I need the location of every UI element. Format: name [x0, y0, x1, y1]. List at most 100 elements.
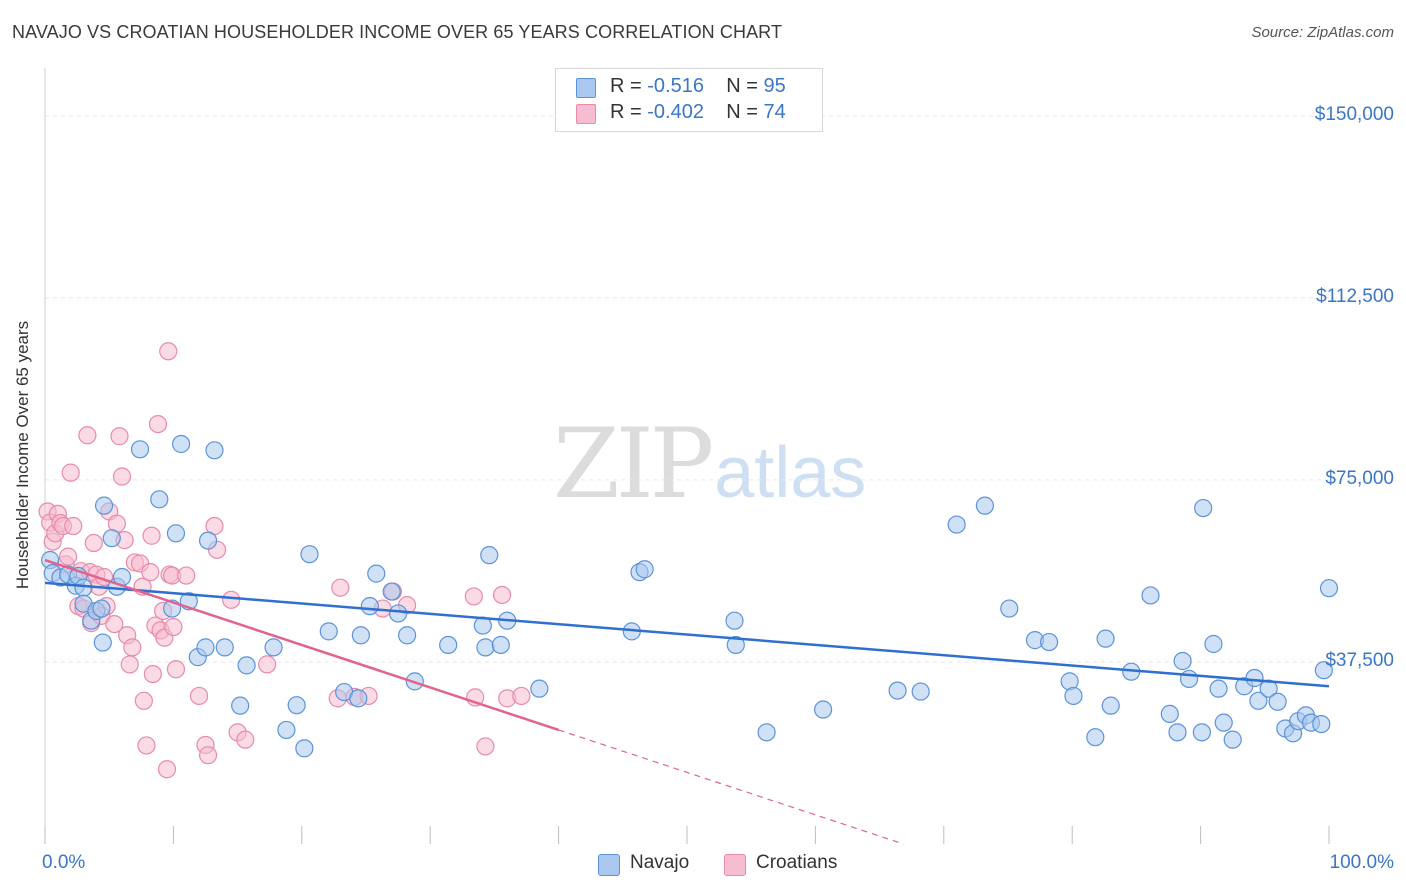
bottom-legend-label-croatians: Croatians: [756, 852, 838, 873]
croatians-point: [123, 638, 142, 657]
legend-r-label: R =: [610, 101, 642, 123]
watermark-zip: ZIP: [553, 408, 714, 520]
croatians-point: [157, 760, 177, 779]
legend-r-value: -0.402: [647, 101, 704, 123]
watermark: ZIPatlas: [553, 408, 866, 520]
croatians-point: [64, 516, 83, 536]
navajo-point: [1204, 634, 1223, 654]
navajo-point: [814, 700, 833, 719]
navajo-point: [1319, 579, 1339, 598]
navajo-point: [150, 490, 169, 509]
navajo-point: [1312, 714, 1331, 734]
navajo-point: [530, 679, 549, 698]
croatians-point: [61, 463, 80, 482]
navajo-point: [198, 531, 218, 550]
croatians-point: [143, 664, 162, 684]
croatians-point: [476, 737, 495, 756]
navajo-point: [172, 434, 191, 454]
navajo-point: [74, 578, 93, 597]
source-credit: Source: ZipAtlas.com: [1251, 24, 1394, 41]
navajo-point: [947, 515, 966, 534]
croatians-point: [331, 578, 350, 597]
navajo-point: [382, 582, 401, 601]
navajo-point: [1268, 692, 1287, 711]
croatians-point: [110, 427, 129, 446]
navajo-point: [319, 622, 338, 641]
navajo-points: [41, 434, 1339, 758]
navajo-point: [491, 635, 510, 655]
navajo-point: [1160, 704, 1179, 724]
navajo-point: [726, 635, 745, 655]
navajo-point: [277, 720, 296, 740]
croatians-point: [164, 617, 183, 637]
navajo-point: [389, 604, 408, 623]
croatians-point: [84, 533, 103, 553]
navajo-point: [1245, 668, 1264, 688]
croatians-point: [142, 526, 161, 545]
navajo-point: [351, 626, 370, 645]
grid-lines: [45, 115, 1392, 663]
croatians-point: [236, 730, 255, 749]
navajo-point: [231, 696, 250, 715]
x-tick-label-max: 100.0%: [1329, 852, 1394, 873]
croatians-point: [148, 414, 168, 434]
navajo-point: [757, 723, 776, 742]
navajo-point: [1249, 691, 1268, 710]
navajo-point: [1192, 723, 1211, 742]
navajo-point: [166, 524, 186, 543]
navajo-point: [1086, 728, 1105, 747]
navajo-point: [1173, 651, 1192, 671]
croatians-point: [78, 426, 97, 445]
croatians-points: [38, 342, 531, 779]
croatians-point: [120, 655, 139, 674]
navajo-point: [92, 599, 111, 618]
navajo-point: [205, 441, 224, 460]
navajo-point: [1314, 661, 1333, 680]
legend-r-value: -0.516: [647, 75, 704, 97]
y-tick-label: $112,500: [1316, 285, 1394, 307]
y-tick-label: $75,000: [1325, 467, 1394, 489]
legend-swatch-navajo: [576, 78, 596, 98]
croatians-point: [222, 590, 241, 609]
navajo-point: [264, 638, 283, 657]
navajo-point: [237, 656, 256, 675]
navajo-trend-line: [44, 581, 1330, 688]
y-tick-label: $37,500: [1325, 649, 1394, 671]
croatians-trend-extension: [558, 729, 904, 845]
navajo-point: [635, 560, 654, 579]
bottom-legend-swatch-croatians: [724, 854, 746, 876]
croatians-point: [512, 686, 531, 706]
navajo-point: [215, 638, 234, 657]
navajo-point: [295, 739, 314, 758]
navajo-point: [102, 529, 121, 548]
navajo-point: [130, 440, 150, 459]
navajo-point: [439, 635, 458, 655]
bottom-legend-label-navajo: Navajo: [630, 852, 690, 873]
legend-r-label: R =: [610, 75, 642, 97]
navajo-point: [397, 626, 417, 645]
y-tick-label: $150,000: [1314, 103, 1394, 125]
navajo-point: [476, 638, 495, 657]
croatians-point: [141, 563, 160, 582]
legend-n-value: 74: [763, 101, 786, 123]
navajo-point: [93, 633, 112, 652]
navajo-point: [1194, 498, 1213, 518]
croatians-point: [189, 686, 209, 706]
legend-n-value: 95: [763, 75, 786, 97]
croatians-point: [134, 691, 153, 710]
croatians-point: [159, 342, 178, 361]
croatians-trend-line: [44, 558, 559, 732]
navajo-point: [480, 546, 499, 565]
croatians-point: [493, 585, 512, 605]
croatians-point: [198, 746, 218, 765]
navajo-point: [888, 681, 907, 700]
watermark-atlas: atlas: [714, 433, 867, 513]
navajo-point: [1141, 586, 1160, 605]
axes: [44, 68, 1330, 844]
navajo-point: [360, 597, 379, 616]
croatians-point: [258, 655, 277, 674]
legend-n-label: N =: [726, 101, 758, 123]
croatians-point: [464, 587, 483, 606]
navajo-point: [1064, 686, 1083, 706]
